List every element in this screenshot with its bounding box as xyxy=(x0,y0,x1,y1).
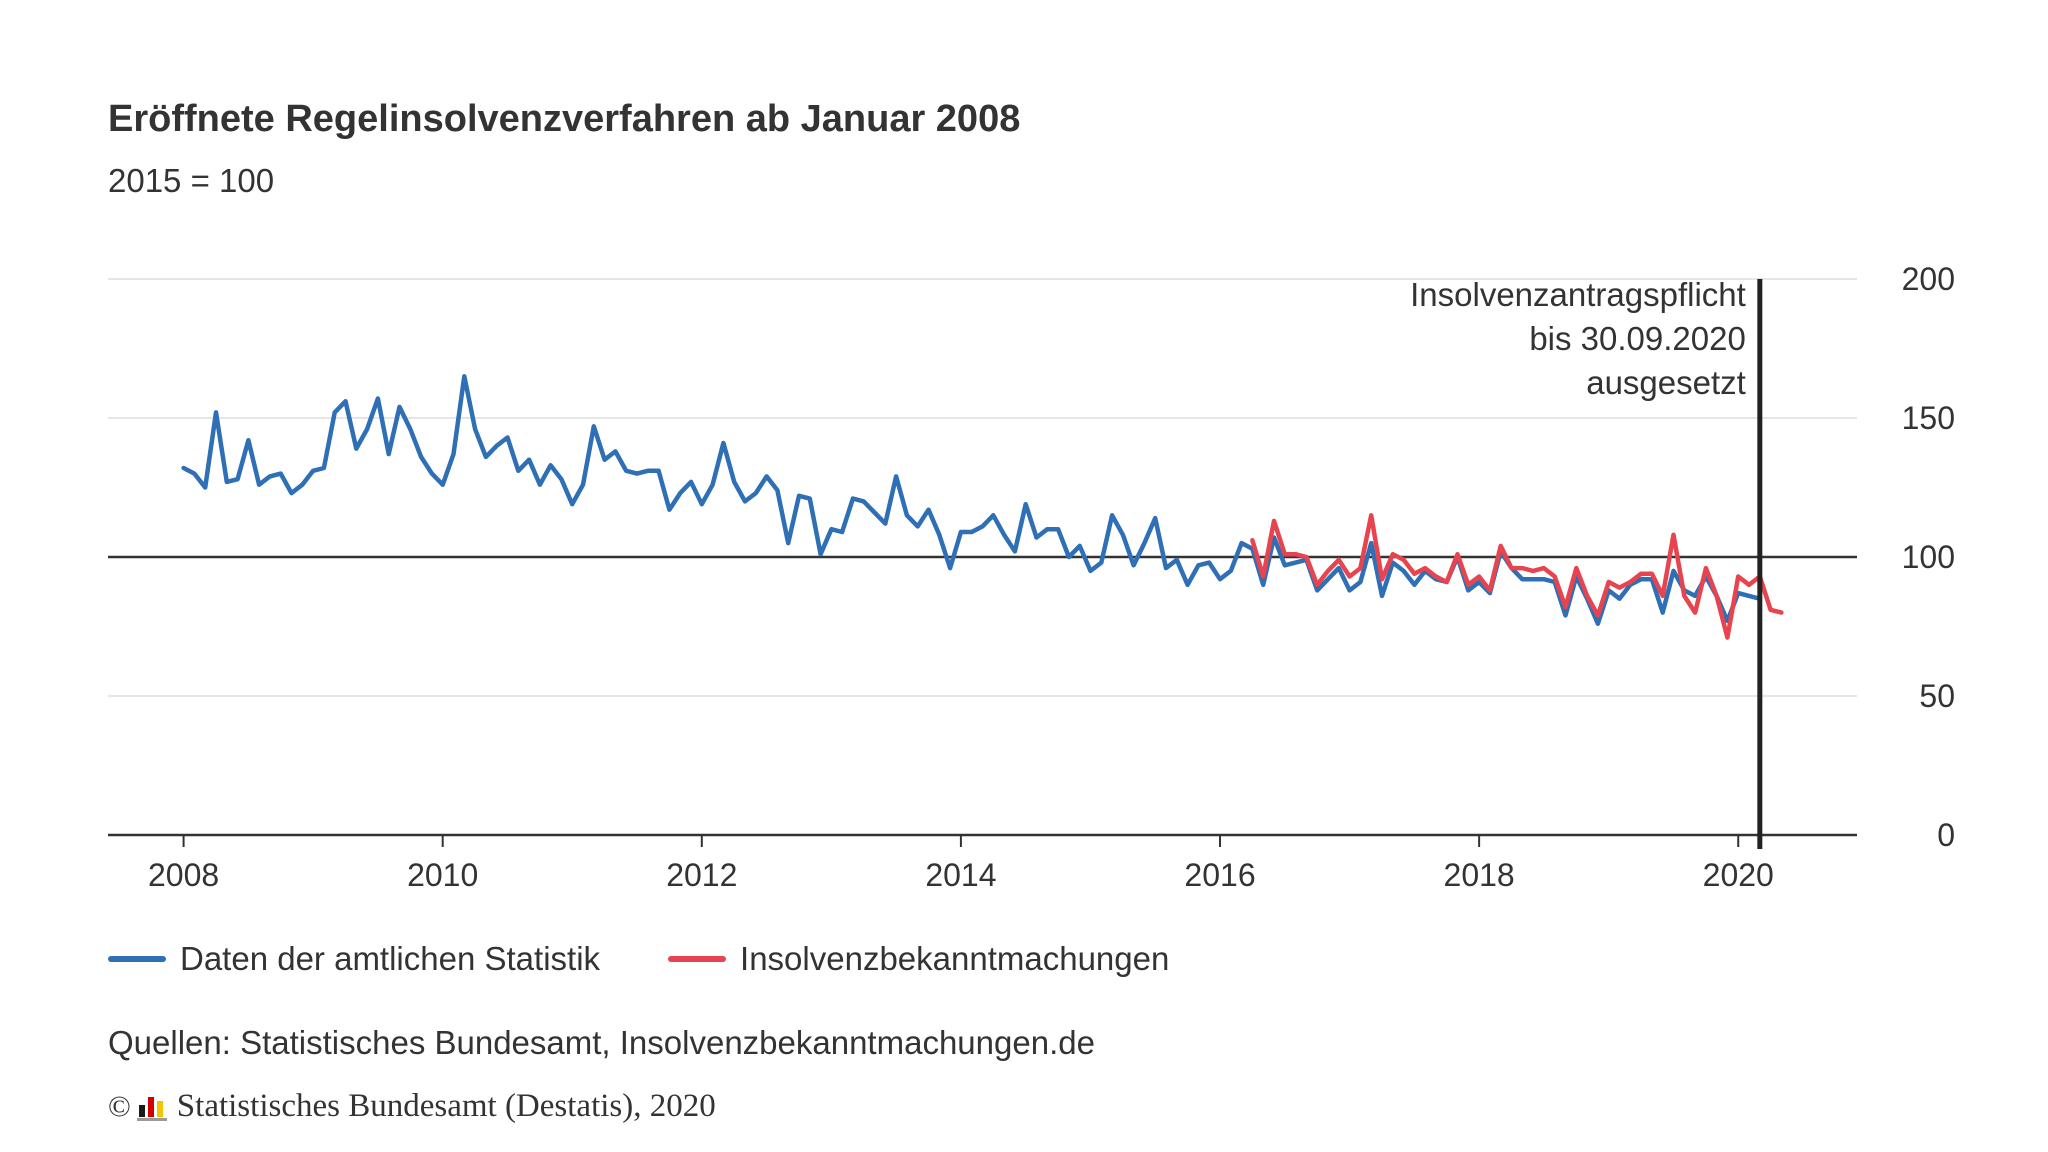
y-axis-ticks: 0 50 100 150 200 xyxy=(1902,261,1955,853)
series-line-announcements xyxy=(1250,513,1784,640)
chart-subtitle: 2015 = 100 xyxy=(108,162,275,199)
annotation-text-line: ausgesetzt xyxy=(1586,364,1746,401)
x-tick-label: 2012 xyxy=(666,857,737,893)
annotation: Insolvenzantragspflicht bis 30.09.2020 aus… xyxy=(1410,276,1763,849)
x-tick-label: 2016 xyxy=(1184,857,1255,893)
y-tick-label: 150 xyxy=(1902,400,1955,436)
legend-label-official: Daten der amtlichen Statistik xyxy=(180,940,601,977)
annotation-text-line: Insolvenzantragspflicht xyxy=(1410,276,1746,313)
chart-title: Eröffnete Regelinsolvenzverfahren ab Jan… xyxy=(108,98,1021,140)
x-axis-ticks: 2008 2010 2012 2014 2016 2018 2020 xyxy=(148,835,1774,893)
legend-swatch-red xyxy=(668,956,727,962)
x-tick-label: 2020 xyxy=(1703,857,1774,893)
x-tick-label: 2018 xyxy=(1444,857,1515,893)
y-tick-label: 200 xyxy=(1902,261,1955,297)
y-tick-label: 100 xyxy=(1902,539,1955,575)
x-tick-label: 2014 xyxy=(925,857,996,893)
legend: Daten der amtlichen Statistik Insolvenzb… xyxy=(108,940,1237,978)
source-note: Quellen: Statistisches Bundesamt, Insolv… xyxy=(108,1024,1095,1061)
legend-label-announcements: Insolvenzbekanntmachungen xyxy=(740,940,1170,977)
legend-item-official: Daten der amtlichen Statistik xyxy=(108,940,600,978)
x-tick-label: 2008 xyxy=(148,857,219,893)
y-tick-label: 50 xyxy=(1919,678,1955,714)
series-line-official xyxy=(181,374,1763,626)
legend-item-announcements: Insolvenzbekanntmachungen xyxy=(668,940,1169,978)
series-lines xyxy=(181,374,1784,640)
copyright-symbol: © xyxy=(108,1089,131,1123)
annotation-text-line: bis 30.09.2020 xyxy=(1529,320,1746,357)
legend-swatch-blue xyxy=(108,956,166,962)
x-tick-label: 2010 xyxy=(407,857,478,893)
copyright: © Statistisches Bundesamt (Destatis), 20… xyxy=(108,1088,716,1125)
gridlines xyxy=(108,278,1857,837)
copyright-text: Statistisches Bundesamt (Destatis), 2020 xyxy=(176,1088,716,1124)
destatis-logo-icon xyxy=(136,1093,167,1121)
y-tick-label: 0 xyxy=(1937,817,1955,853)
